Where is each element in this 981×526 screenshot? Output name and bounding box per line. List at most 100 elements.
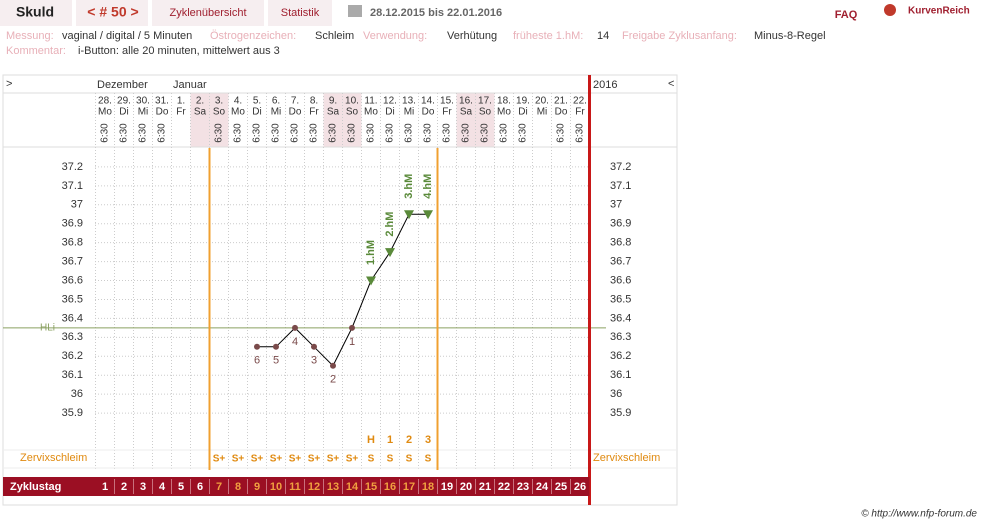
cycle-day: 22 [498,481,510,493]
date: 2. [196,96,204,107]
time: 6:30 [138,123,149,143]
date: 15. [440,96,454,107]
cycle-day: 10 [270,481,282,493]
cycle-day: 18 [422,481,434,493]
low-label: 4 [292,336,298,348]
y-tick-label: 36 [610,388,622,400]
y-tick-label: 36 [71,388,83,400]
date: 16. [459,96,473,107]
date: 3. [215,96,223,107]
time: 6:30 [461,123,472,143]
tab-box [268,0,332,26]
weekday: Mi [404,107,415,118]
y-tick-label: 37.2 [62,161,83,173]
cycle-day: 11 [289,481,301,493]
time: 6:30 [100,123,111,143]
faq[interactable]: FAQ [835,9,858,21]
y-tick-label: 36.8 [62,237,83,249]
point [254,343,260,350]
cycle-bar [3,477,590,496]
cycle-day: 9 [254,481,260,493]
cycle-nav[interactable]: < # 50 > [87,4,138,20]
info-label: Östrogenzeichen: [210,30,296,42]
info-label: Freigabe Zyklusanfang: [622,30,737,42]
y-tick-label: 36.4 [610,312,631,324]
y-tick-label: 36.6 [62,274,83,286]
nav-left[interactable]: > [6,78,12,90]
low-label: 5 [273,355,279,367]
weekday: Di [385,107,394,118]
weekday: Mo [364,107,378,118]
time: 6:30 [499,123,510,143]
y-tick-label: 35.9 [62,407,83,419]
cervix-peak: H [367,434,375,446]
date: 4. [234,96,242,107]
time: 6:30 [347,123,358,143]
y-tick-label: 36.1 [610,369,631,381]
month: Januar [173,79,207,91]
time: 6:30 [423,123,434,143]
weekend-cell [342,93,362,147]
time: 6:30 [290,123,301,143]
tab-box [152,0,264,26]
time: 6:30 [157,123,168,143]
weekday: So [479,107,492,118]
date: 17. [478,96,492,107]
cervix-sign: S+ [289,454,302,465]
logo[interactable]: KurvenReich [908,6,970,17]
high-point [423,210,433,220]
nav-right[interactable]: < [668,78,674,90]
tab[interactable]: Zyklenübersicht [169,7,246,19]
logo-icon [884,4,896,16]
date: 5. [253,96,261,107]
weekday: Mo [497,107,511,118]
y-tick-label: 37 [71,199,83,211]
weekday: Sa [194,107,207,118]
weekday: Do [422,107,435,118]
time: 6:30 [556,123,567,143]
cycle-day: 1 [102,481,108,493]
weekday: Fr [309,107,319,118]
weekday: So [346,107,359,118]
high-point [366,276,376,286]
info-value: i-Button: alle 20 minuten, mittelwert au… [78,45,280,57]
time: 6:30 [119,123,130,143]
weekday: Di [518,107,527,118]
time: 6:30 [271,123,282,143]
cycle-day: 19 [441,481,453,493]
point [349,324,355,331]
print-icon[interactable] [348,5,362,17]
cervix-sign: S+ [270,454,283,465]
time: 6:30 [518,123,529,143]
point [273,343,279,350]
date: 12. [383,96,397,107]
year: 2016 [593,79,617,91]
date: 21. [554,96,568,107]
time: 6:30 [233,123,244,143]
cervix-sign: S [368,454,375,465]
cycle-day: 8 [235,481,241,493]
weekday: Mo [231,107,245,118]
cycle-day: 2 [121,481,127,493]
y-tick-label: 36.2 [610,350,631,362]
cycle-box [76,0,148,26]
y-tick-label: 36.1 [62,369,83,381]
cervix-peak: 1 [387,434,393,446]
time: 6:30 [575,123,586,143]
chart-frame [2,74,678,506]
time: 6:30 [328,123,339,143]
y-tick-label: 36.5 [62,293,83,305]
footer: © http://www.nfp-forum.de [861,509,977,520]
weekday: Sa [327,107,340,118]
date: 10. [345,96,359,107]
info-value: 14 [597,30,609,42]
weekday: Do [156,107,169,118]
info-label: Messung: [6,30,54,42]
coverline-label: HLi [40,323,55,334]
cervix-sign: S [425,454,432,465]
time: 6:30 [214,123,225,143]
info-label: Verwendung: [363,30,427,42]
tab[interactable]: Statistik [281,7,320,19]
time: 6:30 [442,123,453,143]
point [330,362,336,369]
